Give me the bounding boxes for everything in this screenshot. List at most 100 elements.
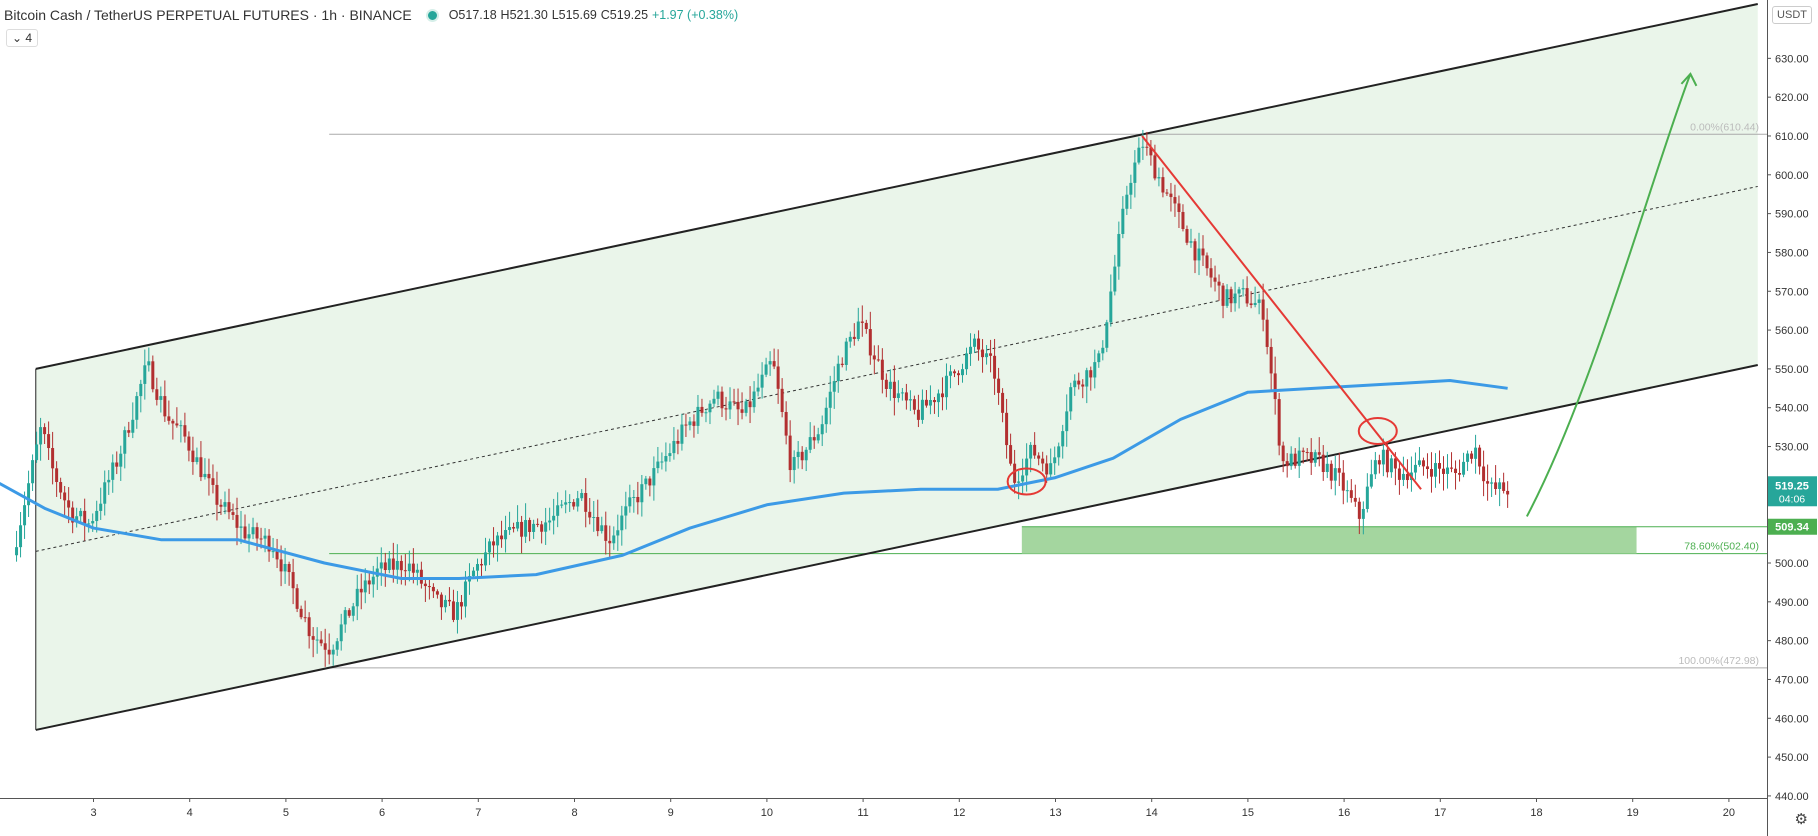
- candle-body-32: [143, 365, 147, 384]
- candle-body-14: [71, 507, 75, 523]
- y-tick-label-590: 590.00: [1775, 209, 1809, 221]
- candle-body-89: [371, 576, 375, 585]
- candle-body-273: [1109, 291, 1113, 323]
- y-tick-label-450: 450.00: [1775, 752, 1809, 764]
- candle-body-135: [556, 505, 560, 516]
- candle-body-243: [989, 353, 993, 356]
- x-tick-label-8: 8: [571, 807, 577, 819]
- candle-body-23: [107, 479, 111, 483]
- candle-body-140: [576, 498, 580, 507]
- candle-body-332: [1345, 490, 1349, 492]
- candle-body-299: [1213, 277, 1217, 282]
- candle-body-284: [1153, 155, 1157, 179]
- candle-body-352: [1425, 466, 1429, 470]
- symbol-title[interactable]: Bitcoin Cash / TetherUS PERPETUAL FUTURE…: [4, 7, 412, 23]
- candle-body-204: [832, 381, 836, 392]
- y-tick-label-630: 630.00: [1775, 53, 1809, 65]
- candle-body-339: [1373, 460, 1377, 475]
- candle-body-216: [880, 359, 884, 380]
- candle-body-100: [415, 569, 419, 573]
- candle-body-45: [195, 457, 199, 463]
- candle-body-280: [1137, 147, 1141, 163]
- candle-body-357: [1446, 467, 1450, 474]
- candle-body-56: [239, 526, 243, 528]
- candle-body-269: [1093, 362, 1097, 378]
- candle-body-235: [956, 373, 960, 376]
- x-axis-bg: [0, 798, 1818, 836]
- candle-body-31: [139, 383, 143, 397]
- candle-body-83: [347, 610, 351, 616]
- candle-body-369: [1494, 482, 1498, 490]
- candle-body-63: [267, 535, 271, 552]
- candle-body-121: [500, 535, 504, 540]
- candle-body-297: [1205, 255, 1209, 269]
- x-tick-label-14: 14: [1146, 807, 1158, 819]
- candle-body-13: [67, 500, 71, 508]
- candle-body-53: [227, 502, 231, 513]
- candle-body-317: [1285, 461, 1289, 467]
- indicator-count: 4: [25, 31, 33, 45]
- candle-body-17: [83, 510, 87, 525]
- zone-price-label: 509.34: [1775, 522, 1810, 534]
- candle-body-307: [1245, 288, 1249, 304]
- candle-body-155: [636, 496, 640, 503]
- candle-body-364: [1474, 447, 1478, 459]
- candle-body-298: [1209, 268, 1213, 278]
- x-tick-label-4: 4: [187, 807, 193, 819]
- candle-body-359: [1454, 468, 1458, 474]
- candle-body-183: [748, 401, 752, 408]
- candle-body-119: [492, 541, 496, 546]
- candle-body-353: [1429, 469, 1433, 477]
- candle-body-184: [752, 391, 756, 408]
- ohlc-open: O517.18: [448, 8, 497, 22]
- gear-icon[interactable]: ⚙: [1794, 811, 1808, 828]
- candle-body-143: [588, 511, 592, 518]
- chevron-down-icon: ⌄: [12, 31, 23, 45]
- candle-body-92: [383, 562, 387, 571]
- candle-body-117: [484, 552, 488, 566]
- candle-body-312: [1265, 319, 1269, 347]
- candle-body-147: [604, 525, 608, 541]
- candle-body-141: [580, 492, 584, 499]
- candle-body-324: [1313, 452, 1317, 463]
- indicators-toggle[interactable]: ⌄ 4: [6, 29, 39, 47]
- candle-body-295: [1197, 248, 1201, 261]
- candle-body-343: [1389, 458, 1393, 473]
- currency-badge[interactable]: USDT: [1772, 6, 1812, 24]
- candle-body-29: [131, 419, 135, 433]
- candle-body-229: [932, 400, 936, 403]
- candle-body-268: [1089, 370, 1093, 378]
- candle-body-154: [632, 496, 636, 498]
- candle-body-151: [620, 515, 624, 531]
- candle-body-74: [311, 636, 315, 640]
- candle-body-237: [965, 353, 969, 370]
- candle-body-319: [1293, 453, 1297, 466]
- candle-body-301: [1221, 285, 1225, 306]
- candle-body-27: [123, 430, 127, 454]
- candle-body-111: [459, 602, 463, 607]
- candle-body-350: [1417, 460, 1421, 465]
- candle-body-241: [981, 349, 985, 358]
- ohlc-change: +1.97 (+0.38%): [651, 8, 739, 22]
- market-status-icon: [425, 8, 439, 22]
- candle-body-97: [403, 570, 407, 572]
- candle-body-356: [1442, 468, 1446, 474]
- candle-body-349: [1413, 464, 1417, 473]
- candle-body-318: [1289, 453, 1293, 467]
- candle-body-340: [1377, 460, 1381, 465]
- candle-body-172: [704, 412, 708, 414]
- candle-body-248: [1009, 445, 1013, 464]
- candle-body-73: [307, 617, 311, 637]
- candle-body-12: [63, 492, 67, 501]
- candle-body-3: [27, 483, 31, 506]
- candle-body-368: [1490, 482, 1494, 484]
- candle-body-79: [331, 649, 335, 655]
- candle-body-242: [985, 353, 989, 358]
- candle-body-34: [151, 361, 155, 390]
- candle-body-6: [39, 427, 43, 445]
- candle-body-30: [135, 396, 139, 420]
- candle-body-25: [115, 462, 119, 467]
- candle-body-300: [1217, 281, 1221, 286]
- candle-body-345: [1397, 468, 1401, 480]
